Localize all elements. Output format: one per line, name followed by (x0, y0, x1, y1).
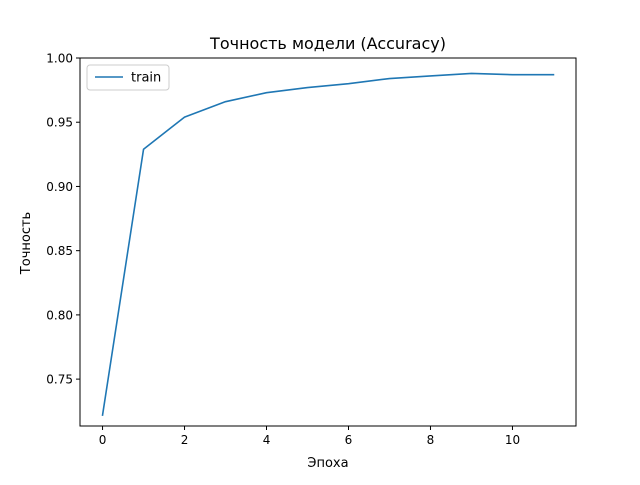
y-tick-label: 1.00 (46, 52, 73, 66)
x-axis-ticks: 0 2 4 6 8 10 (99, 426, 520, 447)
x-tick-label: 0 (99, 433, 107, 447)
legend-label-train: train (131, 71, 161, 86)
x-tick-label: 10 (505, 433, 520, 447)
y-tick-label: 0.85 (46, 244, 73, 258)
y-axis-label: Точность (19, 212, 34, 275)
x-axis-label: Эпоха (307, 456, 348, 471)
x-tick-label: 8 (427, 433, 435, 447)
y-tick-label: 0.80 (46, 308, 73, 322)
chart-title: Точность модели (Accuracy) (209, 34, 446, 53)
x-tick-label: 2 (181, 433, 189, 447)
y-tick-label: 0.95 (46, 116, 73, 130)
legend-box (86, 64, 170, 91)
y-tick-label: 0.75 (46, 373, 73, 387)
y-tick-label: 0.90 (46, 180, 73, 194)
plot-area (79, 57, 577, 427)
y-axis-ticks: 0.75 0.80 0.85 0.90 0.95 1.00 (46, 52, 80, 387)
chart-legend: train (86, 64, 170, 91)
x-tick-label: 6 (345, 433, 353, 447)
plot-frame (79, 57, 577, 427)
series-line-train (101, 72, 555, 416)
x-tick-label: 4 (263, 433, 271, 447)
